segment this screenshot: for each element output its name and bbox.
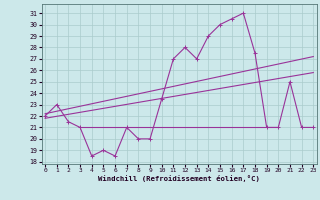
X-axis label: Windchill (Refroidissement éolien,°C): Windchill (Refroidissement éolien,°C)	[98, 175, 260, 182]
